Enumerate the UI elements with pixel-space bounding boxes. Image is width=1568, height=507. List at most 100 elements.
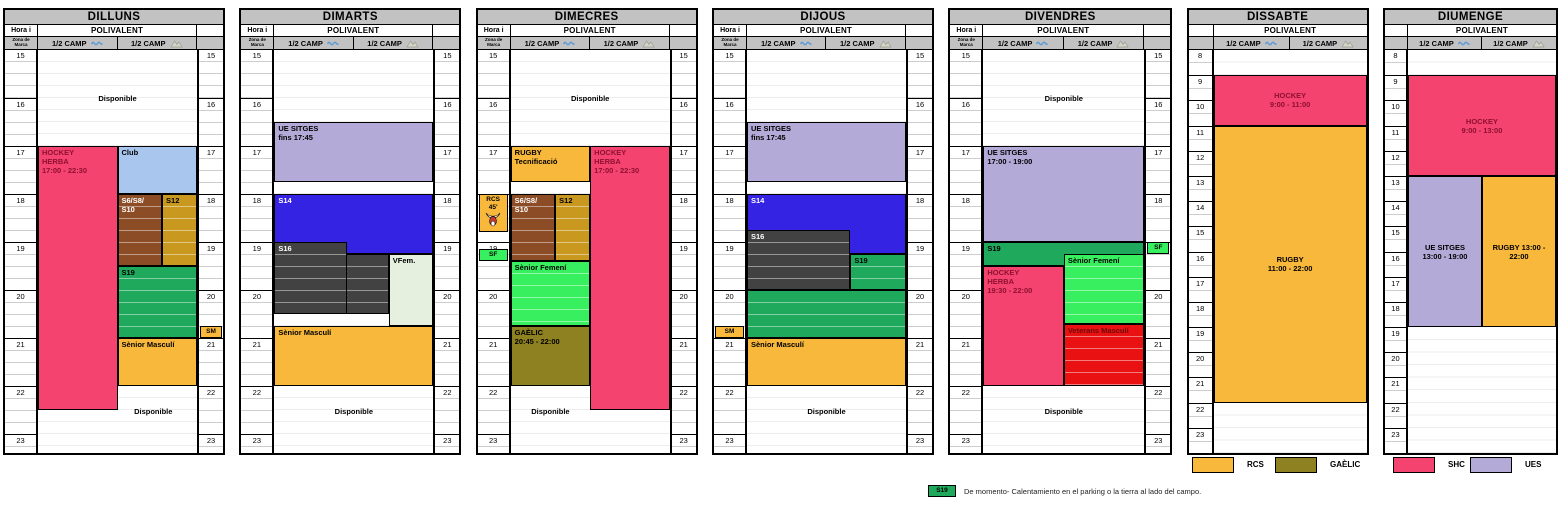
hour-label: 18 xyxy=(1195,303,1205,313)
hour-label: 16 xyxy=(1154,100,1163,109)
header-row-camps: 1/2 CAMP 1/2 CAMP xyxy=(1188,37,1367,50)
hour-cell: 9 xyxy=(1384,75,1406,101)
hour-label: 11 xyxy=(1391,127,1400,137)
event-block-senior-masculi: Sènior Masculí xyxy=(117,338,197,386)
hour-cell: 20 xyxy=(1146,290,1171,338)
hour-cell: 22 xyxy=(671,386,696,434)
hour-cell: 15 xyxy=(435,50,460,98)
hour-label: 18 xyxy=(725,196,734,205)
hour-cell: 21 xyxy=(1384,377,1406,403)
camp-left-header-cell: 1/2 CAMP xyxy=(1213,37,1291,49)
hour-label: 16 xyxy=(915,100,925,109)
hour-cell: 16 xyxy=(1384,251,1406,277)
hour-label: 20 xyxy=(206,292,216,301)
hour-cell: 22 xyxy=(435,386,460,434)
hour-cell: 19 xyxy=(241,242,273,290)
hora-header-cell xyxy=(1189,25,1214,36)
hour-cell: 11 xyxy=(1384,125,1406,151)
polivalent-header-cell: POLIVALENT xyxy=(983,25,1145,36)
hour-cell: 21 xyxy=(477,338,509,386)
legend-label: SHC xyxy=(1448,460,1465,469)
day-grid: 8 9 10 11 12 13 14 15 16 17 18 19 20 21 22 23 HOCKEY 9:00… xyxy=(1384,50,1556,453)
event-block-ue-sitges: UE SITGES fins 17:45 xyxy=(274,122,434,182)
blank-header-cell xyxy=(433,37,460,49)
hour-cell: 18 xyxy=(713,194,745,242)
header-row-polivalent: Hora i POLIVALENT xyxy=(477,25,696,37)
hour-label: 22 xyxy=(16,388,25,397)
hour-label: 18 xyxy=(1391,303,1400,313)
hour-cell: 18 xyxy=(241,194,273,242)
hour-cell: 15 xyxy=(907,50,932,98)
hour-label: 18 xyxy=(252,196,261,205)
hour-label: 20 xyxy=(725,292,734,301)
left-hour-column: 8 9 10 11 12 13 14 15 16 17 18 19 20 21 22 23 xyxy=(1384,50,1408,453)
hour-cell: 15 xyxy=(1384,226,1406,252)
badge-sf: SF xyxy=(478,249,508,262)
left-hour-column: 151617181920212223RCS45'SF xyxy=(477,50,511,453)
hour-cell: 20 xyxy=(477,290,509,338)
hour-label: 18 xyxy=(961,196,970,205)
camp-right-header-cell: 1/2 CAMP xyxy=(590,37,670,49)
hour-cell: 21 xyxy=(1188,377,1212,403)
available-label: Disponible xyxy=(1044,93,1083,103)
hour-label: 15 xyxy=(252,51,261,60)
day-table-dissabte: DISSABTE POLIVALENT 1/2 CAMP 1/2 CAMP 8 9 10 11… xyxy=(1186,8,1369,455)
available-label: Disponible xyxy=(98,93,137,103)
day-title: DILLUNS xyxy=(5,10,223,25)
header-row-polivalent: Hora i POLIVALENT xyxy=(713,25,932,37)
hour-label: 19 xyxy=(961,244,970,253)
hour-cell: 17 xyxy=(1384,276,1406,302)
hour-cell: 20 xyxy=(5,290,36,338)
hour-cell: 18 xyxy=(950,194,982,242)
hour-cell: 13 xyxy=(1188,175,1212,202)
wave-icon xyxy=(90,39,103,47)
hour-label: 17 xyxy=(16,148,25,157)
hour-label: 22 xyxy=(1154,388,1163,397)
blank-header-cell xyxy=(197,37,223,49)
camp-right-header-cell: 1/2 CAMP xyxy=(353,37,434,49)
hour-cell: 17 xyxy=(1146,146,1171,194)
hour-cell: 19 xyxy=(199,242,223,290)
event-block-hockey: HOCKEY 9:00 - 11:00 xyxy=(1213,75,1367,126)
header-row-polivalent: Hora i POLIVALENT xyxy=(5,25,223,37)
right-hour-column: 15 16 17 18 19 20 21 22 23 SM xyxy=(197,50,223,453)
hour-label: 23 xyxy=(16,436,25,445)
hour-cell: 23 xyxy=(435,434,460,453)
left-hour-column: 15 16 17 18 19 20 21 22 23 xyxy=(5,50,38,453)
hour-cell: 23 xyxy=(241,434,273,453)
hour-cell: 23 xyxy=(1146,434,1171,453)
day-table-dimarts: DIMARTS Hora i POLIVALENT Zona de Marca 1/2 C… xyxy=(239,8,462,455)
day-title: DISSABTE xyxy=(1188,10,1367,25)
hour-label: 21 xyxy=(961,340,970,349)
hour-cell: 23 xyxy=(713,434,745,453)
camp-left-header-cell: 1/2 CAMP xyxy=(746,37,827,49)
hour-label: 17 xyxy=(206,148,216,157)
legend-label: GAÈLIC xyxy=(1330,460,1361,469)
hour-label: 8 xyxy=(1198,51,1203,60)
event-block-gaelic: GAÈLIC 20:45 - 22:00 xyxy=(510,326,591,386)
hour-label: 17 xyxy=(961,148,970,157)
day-grid: 15 16 17 18 19 20 21 22 23 SM 15 16 17 18 19 20 21 22 23 UE… xyxy=(713,50,932,453)
hour-label: 17 xyxy=(252,148,261,157)
hour-label: 20 xyxy=(1195,354,1205,364)
hora-header-cell: Hora i xyxy=(478,25,511,36)
hour-cell: 14 xyxy=(1384,201,1406,227)
hour-cell: 16 xyxy=(950,98,982,146)
hour-label: 11 xyxy=(1196,127,1205,137)
hour-cell: 9 xyxy=(1188,75,1212,101)
hour-label: 20 xyxy=(1154,292,1163,301)
hour-label: 10 xyxy=(1195,102,1205,112)
hour-cell: 22 xyxy=(199,386,223,434)
hora-header-cell: Hora i xyxy=(241,25,275,36)
hour-label: 13 xyxy=(1391,177,1400,187)
hour-cell: 17 xyxy=(241,146,273,194)
blank-header-cell xyxy=(670,25,696,36)
hour-label: 22 xyxy=(206,388,216,397)
hour-cell: 17 xyxy=(5,146,36,194)
legend-swatch-ues xyxy=(1470,457,1512,473)
hour-cell: 17 xyxy=(907,146,932,194)
hour-label: 18 xyxy=(1154,196,1163,205)
mountain-icon xyxy=(642,39,655,48)
hour-label: 19 xyxy=(725,244,734,253)
